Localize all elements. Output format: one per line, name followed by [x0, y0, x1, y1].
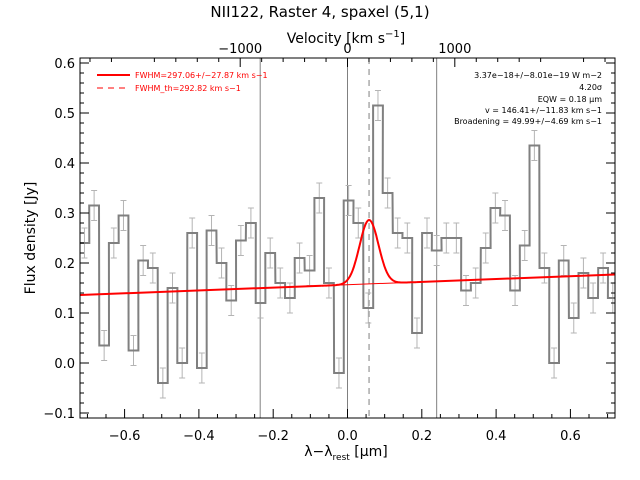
legend-label-fwhm: FWHM=297.06+/−27.87 km s−1	[135, 71, 268, 80]
vertical-lines	[259, 58, 438, 418]
spectrum-histogram	[80, 104, 615, 384]
legend-label-fwhm-th: FWHM_th=292.82 km s−1	[135, 84, 241, 93]
x-tick-label: −0.2	[257, 429, 289, 444]
x-axis-title-unit-open: [	[350, 444, 360, 460]
y-axis-title: Flux density [Jy]	[23, 182, 39, 295]
y-tick-label: 0.5	[54, 107, 75, 122]
top-axis-title-sup: −1	[385, 29, 400, 40]
y-tick-label: 0.3	[54, 207, 75, 222]
legend: FWHM=297.06+/−27.87 km s−1 FWHM_th=292.8…	[97, 71, 268, 93]
x-axis-title-unit-rest: m]	[369, 444, 388, 460]
top-tick-label: −1000	[218, 42, 262, 57]
spectrum	[80, 104, 615, 384]
gaussian-fit	[321, 218, 417, 287]
top-axis-title-main: Velocity [km s	[287, 31, 385, 47]
y-tick-label: 0.4	[54, 157, 75, 172]
fit-baseline-right	[416, 273, 616, 284]
top-tick-label: 1000	[438, 42, 471, 57]
axes: −0.6 −0.4 −0.2 0.0 0.2 0.4 0.6 −0.1 0.0 0.1 0.2 0.3…	[43, 42, 616, 444]
x-axis-title-main: λ−λ	[304, 444, 332, 460]
fit-baseline-left	[79, 284, 322, 296]
y-tick-label: 0.6	[54, 57, 75, 72]
x-tick-label: 0.4	[486, 429, 507, 444]
error-bars	[81, 90, 616, 399]
x-tick-label: 0.2	[411, 429, 432, 444]
annotation-eqw: EQW = 0.18 μm	[538, 95, 602, 104]
annotation-flux: 3.37e−18+/−8.01e−19 W m−2	[474, 71, 602, 80]
x-tick-label: −0.4	[183, 429, 215, 444]
annotations: 3.37e−18+/−8.01e−19 W m−2 4.20σ EQW = 0.…	[454, 71, 602, 126]
annotation-sigma: 4.20σ	[579, 83, 602, 92]
y-tick-label: 0.1	[54, 307, 75, 322]
top-axis-title: Velocity [km s−1]	[287, 29, 406, 47]
y-tick-label: −0.1	[43, 407, 75, 422]
annotation-velocity: v = 146.41+/−11.83 km s−1	[485, 106, 602, 115]
y-tick-label: 0.0	[54, 357, 75, 372]
annotation-broadening: Broadening = 49.99+/−4.69 km s−1	[454, 117, 602, 126]
fit-lines	[79, 218, 616, 296]
x-axis-title-unit-mu: μ	[360, 444, 369, 460]
chart-title: NII122, Raster 4, spaxel (5,1)	[210, 3, 429, 21]
top-axis-title-close: ]	[400, 31, 405, 47]
x-tick-label: 0.0	[337, 429, 358, 444]
x-axis-title-sub: rest	[333, 453, 351, 463]
x-tick-label: 0.6	[560, 429, 581, 444]
top-tick-label: 0	[343, 42, 351, 57]
x-axis-title: λ−λrest [μm]	[304, 444, 388, 463]
x-tick-label: −0.6	[109, 429, 141, 444]
y-tick-label: 0.2	[54, 257, 75, 272]
